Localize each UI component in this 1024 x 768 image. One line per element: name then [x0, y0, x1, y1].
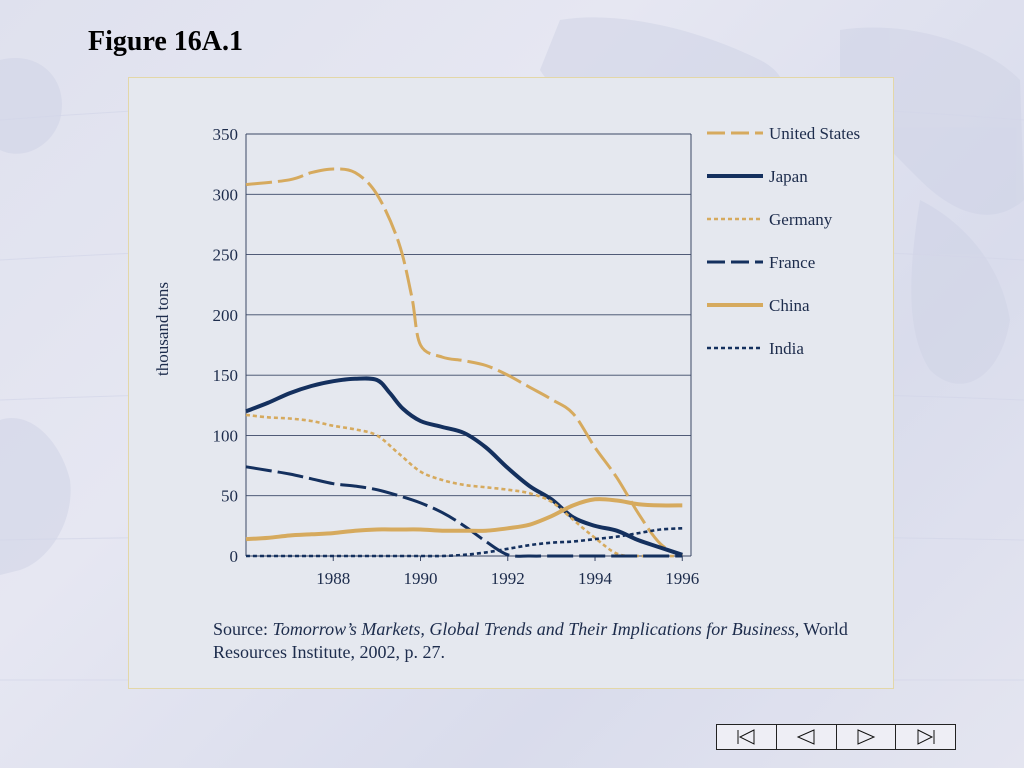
skip-to-first-icon: [737, 729, 755, 745]
series-line-china: [245, 497, 683, 542]
series-line-germany: [245, 413, 683, 558]
legend-label-japan: Japan: [769, 167, 808, 186]
series-line-japan: [245, 376, 683, 557]
last-slide-button[interactable]: [896, 725, 955, 749]
source-publication: Tomorrow’s Markets, Global Trends and Th…: [272, 619, 800, 639]
y-axis-title: thousand tons: [153, 282, 172, 376]
legend-label-china: China: [769, 296, 810, 315]
first-slide-button[interactable]: [717, 725, 777, 749]
y-tick-label-50: 50: [221, 487, 238, 506]
legend-label-france: France: [769, 253, 815, 272]
legend-label-india: India: [769, 339, 804, 358]
slide-title: Figure 16A.1: [88, 26, 244, 57]
line-chart: 0 50 100 150 200 250 300 350 1988 1990 1992 1994 199…: [153, 124, 860, 588]
chart-panel: 0 50 100 150 200 250 300 350 1988 1990 1992 1994 199…: [128, 77, 894, 689]
slide-navigation: [716, 724, 956, 750]
previous-icon: [796, 729, 815, 745]
x-tick-label-1988: 1988: [316, 569, 350, 588]
y-tick-label-300: 300: [213, 185, 239, 204]
next-icon: [857, 729, 876, 745]
y-tick-label-250: 250: [213, 246, 239, 265]
legend-label-united-states: United States: [769, 124, 860, 143]
x-tick-label-1996: 1996: [665, 569, 699, 588]
series-line-united-states: [245, 167, 684, 558]
previous-slide-button[interactable]: [777, 725, 837, 749]
x-tick-label-1994: 1994: [578, 569, 613, 588]
y-tick-label-200: 200: [213, 306, 239, 325]
skip-to-last-icon: [917, 729, 935, 745]
source-suffix: World Resources Institute, 2002, p. 27.: [213, 619, 848, 662]
next-slide-button[interactable]: [837, 725, 897, 749]
source-prefix: Source:: [213, 619, 273, 639]
y-tick-label-100: 100: [213, 426, 239, 445]
series-line-india: [246, 527, 683, 558]
x-tick-label-1992: 1992: [491, 569, 525, 588]
x-tick-label-1990: 1990: [404, 569, 438, 588]
series-line-france: [245, 465, 683, 558]
legend-label-germany: Germany: [769, 210, 833, 229]
source-citation: Source: Tomorrow’s Markets, Global Trend…: [213, 618, 853, 664]
y-tick-label-350: 350: [213, 125, 239, 144]
y-tick-label-0: 0: [230, 547, 239, 566]
y-tick-label-150: 150: [213, 366, 239, 385]
